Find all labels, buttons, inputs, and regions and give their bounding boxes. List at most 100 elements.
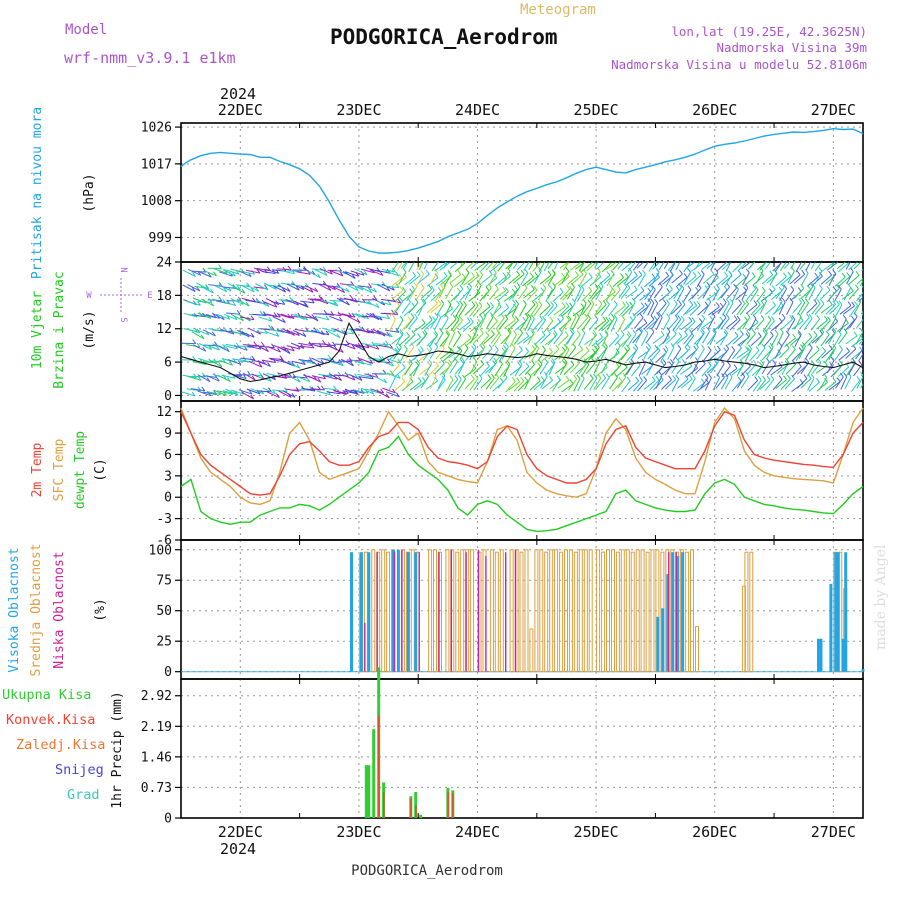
wind-barb	[269, 328, 284, 333]
wind-barb	[511, 349, 523, 361]
wind-barb	[242, 344, 257, 347]
wind-barb	[497, 291, 509, 302]
wind-barb-flag	[460, 359, 465, 365]
wind-barb-flag	[795, 253, 798, 257]
wind-barb	[641, 333, 649, 347]
wind-barb	[806, 276, 819, 287]
wind-barb-flag	[286, 287, 291, 292]
wind-barb	[449, 361, 458, 374]
wind-barb-flag	[742, 273, 747, 279]
wind-barb	[277, 284, 291, 292]
wind-barb	[653, 286, 663, 299]
wind-barb	[716, 275, 728, 286]
wind-barb-flag	[856, 256, 859, 260]
wind-barb	[409, 365, 419, 377]
wind-barb	[808, 287, 816, 301]
wind-barb	[791, 366, 802, 378]
wind-barb-flag	[629, 315, 634, 321]
wind-barbs	[181, 253, 863, 400]
wind-barb	[488, 361, 498, 374]
wind-barb-flag	[695, 357, 699, 362]
wind-barb	[470, 262, 479, 270]
wind-barb	[305, 313, 319, 322]
wind-barb-flag	[218, 296, 223, 301]
wind-barb	[772, 379, 783, 391]
wind-barb	[828, 273, 837, 287]
wind-barb	[630, 347, 639, 361]
wind-barb	[726, 350, 736, 363]
wind-barb-flag	[590, 299, 595, 305]
wind-barb-flag	[455, 300, 460, 305]
wind-barb	[186, 328, 201, 334]
wind-barb-flag	[425, 269, 430, 275]
wind-barb	[220, 328, 235, 335]
wind-barb	[620, 287, 631, 300]
day-label: 25DEC	[574, 101, 619, 119]
wind-barb	[449, 262, 459, 269]
wind-barb	[774, 346, 783, 359]
wind-barb	[262, 373, 276, 381]
wind-barb	[383, 312, 398, 315]
wind-barb-flag	[725, 344, 730, 350]
wind-barb-flag	[638, 270, 643, 276]
wind-barb	[404, 376, 413, 390]
wind-barb	[218, 284, 232, 292]
wind-barb-flag	[437, 287, 442, 292]
wind-barb	[527, 332, 535, 345]
cloud-bar-high	[396, 549, 400, 672]
wind-barb	[856, 375, 863, 389]
wind-barb	[749, 318, 757, 332]
cloud-bar-high	[359, 552, 363, 672]
wind-barb-flag	[450, 347, 454, 353]
pressure-ylabel: Pritisak na nivou mora	[30, 107, 45, 279]
wind-barb	[314, 298, 329, 305]
wind-barb	[246, 388, 261, 395]
wind-barb-flag	[397, 358, 402, 364]
wind-barb	[298, 342, 313, 347]
wind-barb-flag	[655, 375, 660, 381]
wind-barb-flag	[538, 300, 543, 306]
wind-barb-flag	[649, 253, 652, 257]
wind-barb-flag	[394, 347, 399, 353]
wind-barb	[719, 348, 730, 361]
wind-barb-flag	[768, 345, 773, 350]
wind-barb	[716, 262, 728, 272]
wind-barb	[573, 378, 581, 392]
wind-barb	[740, 365, 751, 377]
wind-barb	[197, 312, 211, 319]
wind-barb	[647, 348, 659, 360]
wind-barb-flag	[719, 302, 724, 308]
y-tick-label: -6	[156, 534, 172, 549]
wind-barb	[376, 284, 391, 292]
wind-barb-flag	[772, 301, 776, 306]
wind-barb-flag	[538, 266, 542, 272]
wind-barb	[182, 269, 196, 277]
cloud-bar-mid	[460, 549, 465, 673]
wind-barb-flag	[706, 326, 710, 332]
wind-barb	[656, 303, 667, 315]
wind-barb	[479, 290, 490, 302]
wind-barb	[291, 313, 305, 320]
cloud-bar-low	[376, 552, 378, 672]
wind-barb	[671, 273, 683, 284]
wind-barb-flag	[524, 313, 529, 318]
wind-barb	[683, 262, 692, 273]
wind-barb	[509, 334, 517, 348]
wind-barb	[196, 282, 210, 291]
wind-barb	[834, 304, 843, 318]
wind-barb	[236, 298, 250, 307]
wind-barb	[553, 276, 566, 287]
wind-barb-flag	[518, 253, 521, 257]
wind-barb	[280, 346, 295, 352]
wind-barb-flag	[785, 330, 790, 336]
wind-barb-flag	[767, 315, 772, 321]
wind-barb	[445, 286, 454, 299]
cloud-bar-low	[465, 552, 467, 672]
precip-bar-convective	[447, 791, 449, 818]
wind-barb	[821, 348, 833, 359]
wind-barb	[501, 346, 509, 360]
wind-barb	[223, 313, 238, 321]
wind-barb-flag	[728, 270, 732, 276]
wind-barb	[395, 333, 404, 346]
wind-barb-flag	[485, 331, 490, 336]
